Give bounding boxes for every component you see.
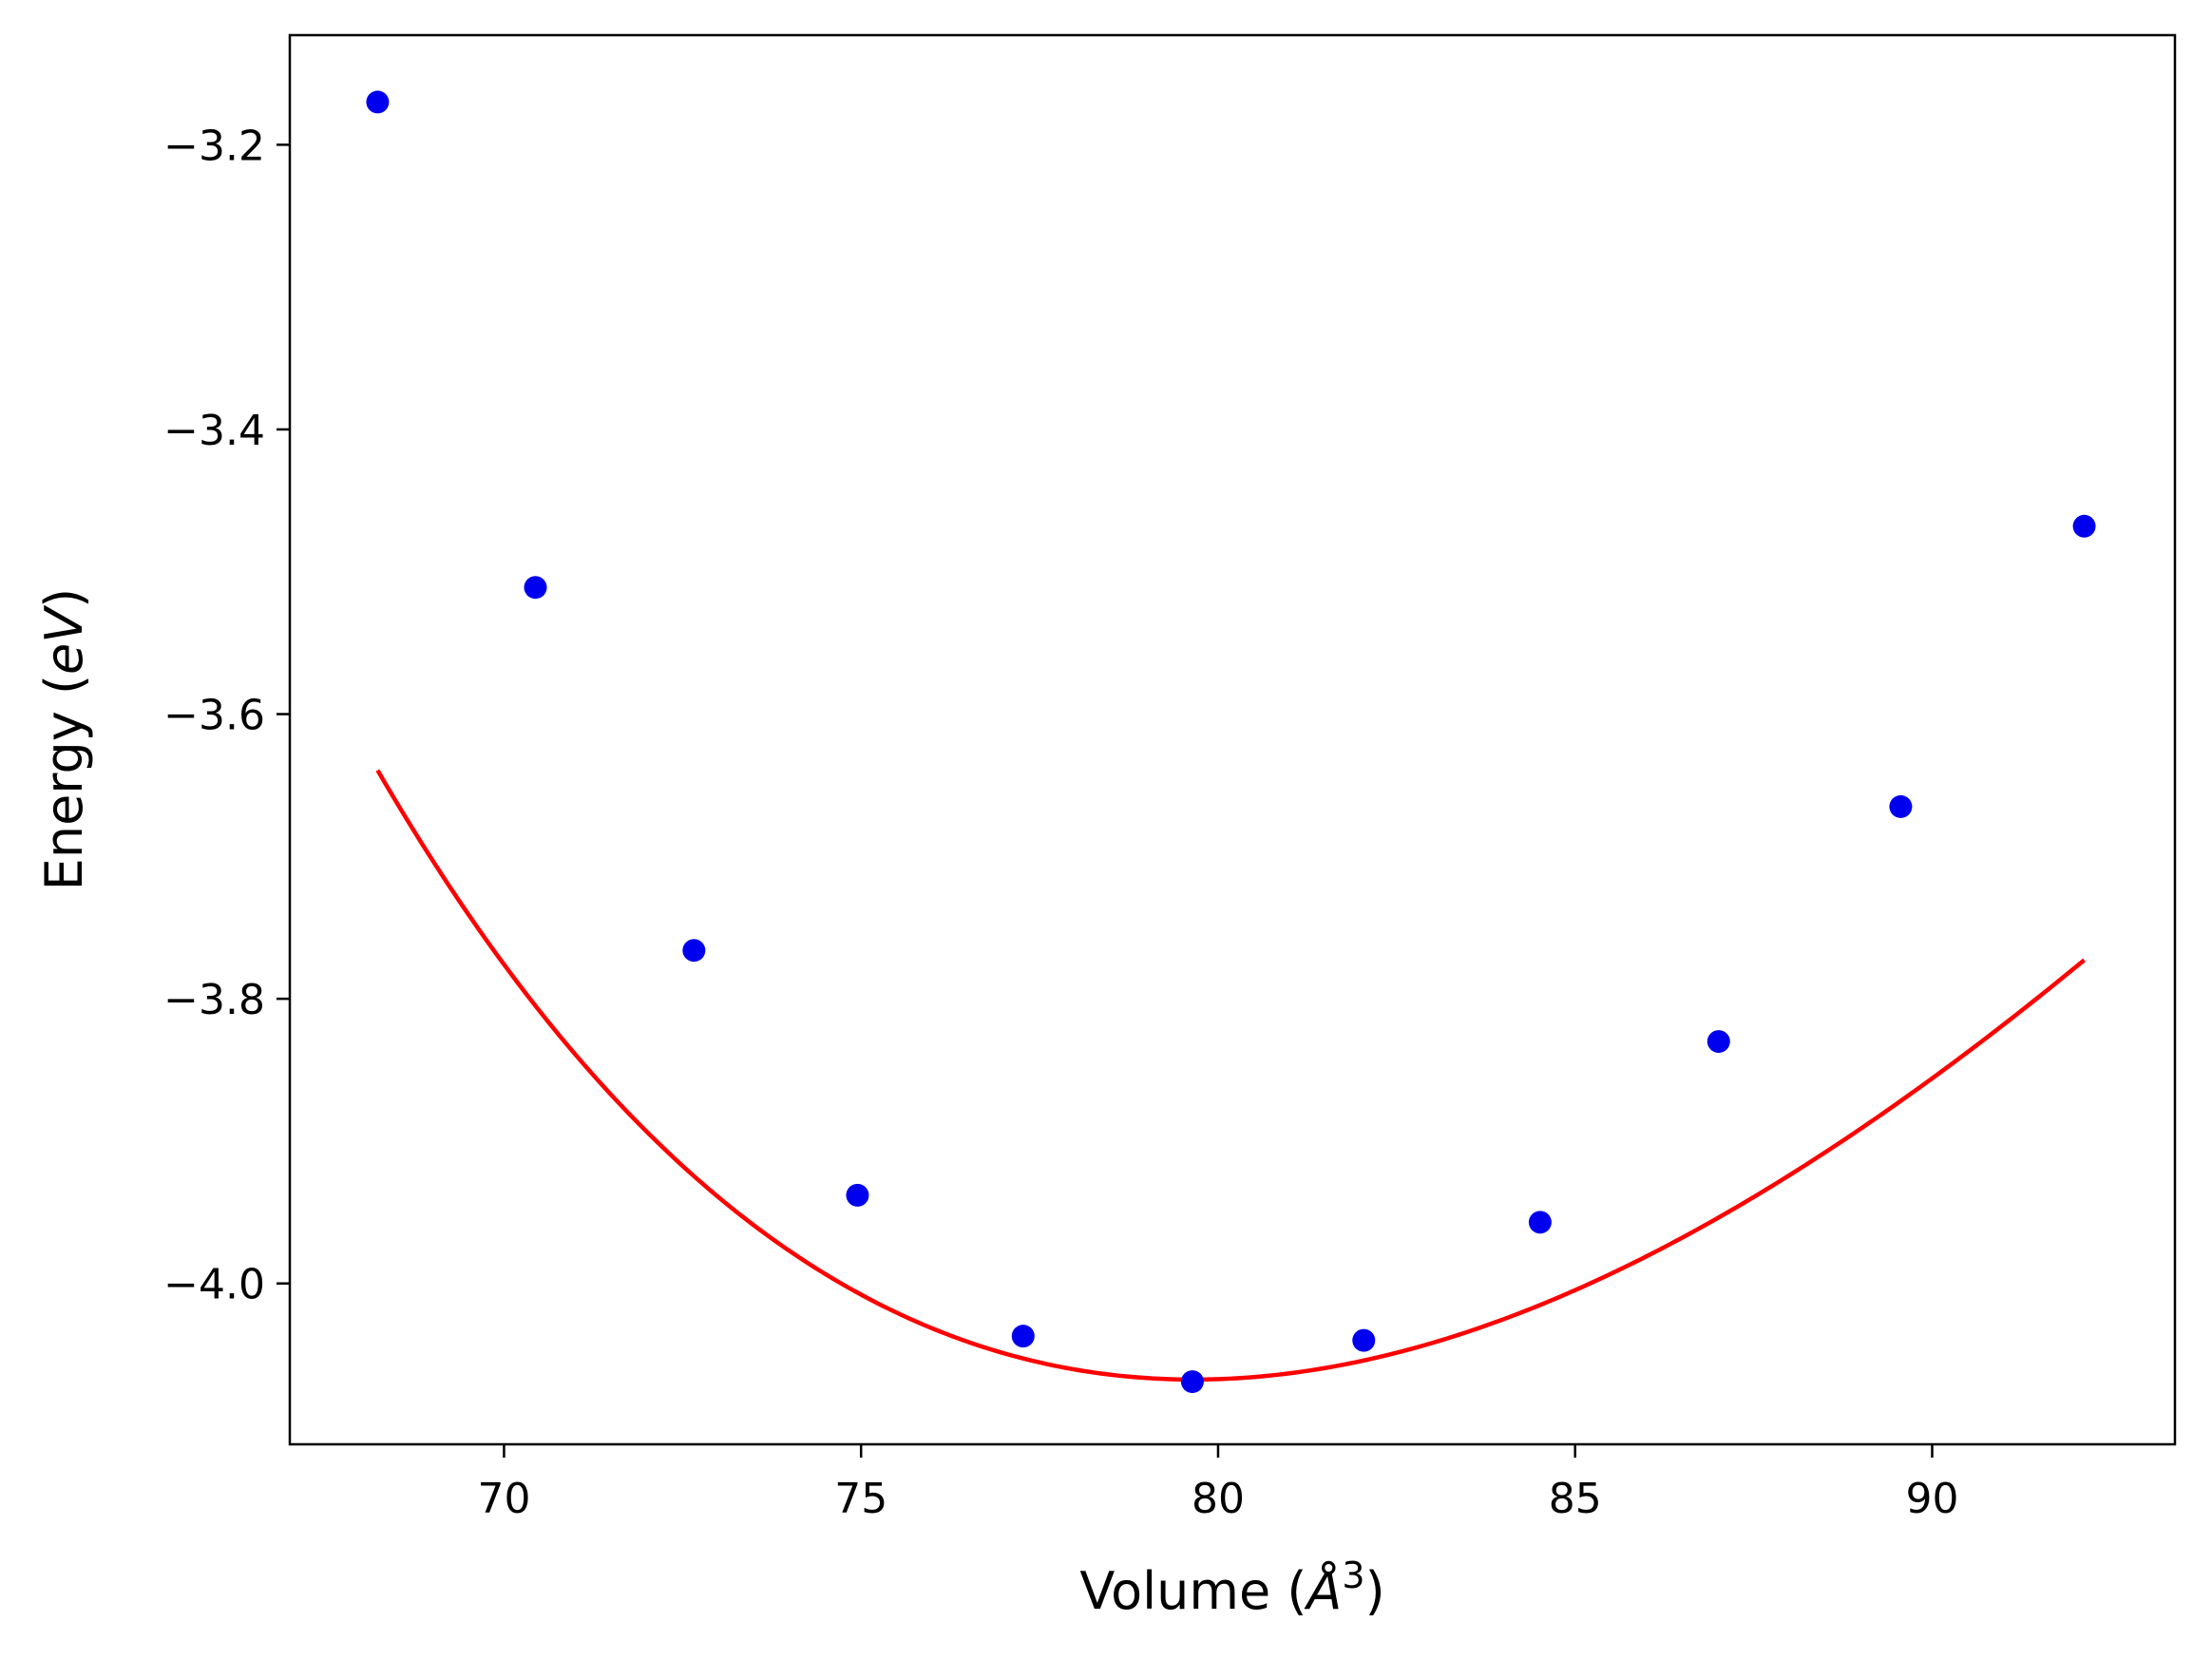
data-point (524, 576, 547, 600)
data-point (1352, 1328, 1376, 1352)
data-point (1707, 1030, 1730, 1054)
x-tick-label: 70 (477, 1475, 530, 1523)
x-tick-label: 90 (1905, 1475, 1958, 1523)
data-point (1011, 1325, 1035, 1348)
y-tick-label: −3.4 (163, 407, 265, 455)
y-tick-label: −4.0 (163, 1261, 265, 1309)
fit-curve-line (375, 769, 2086, 1383)
data-point (846, 1183, 869, 1207)
x-axis-title: Volume (Å3) (1079, 1555, 1384, 1621)
plot-area (366, 90, 2096, 1394)
y-tick-label: −3.2 (163, 122, 265, 170)
axes-frame (288, 33, 2177, 1446)
x-tick-label: 80 (1192, 1475, 1245, 1523)
data-point (2072, 514, 2096, 538)
data-point (1180, 1370, 1204, 1394)
y-tick-label: −3.8 (163, 976, 265, 1024)
x-tick-label: 75 (834, 1475, 887, 1523)
x-axis: 70 75 80 85 90 (477, 1444, 1958, 1523)
data-point (1528, 1211, 1552, 1234)
x-tick-label: 85 (1549, 1475, 1602, 1523)
data-point (366, 90, 390, 114)
data-point (682, 939, 706, 963)
data-point (1889, 794, 1913, 818)
y-tick-label: −3.6 (163, 692, 265, 740)
y-axis: −3.2 −3.4 −3.6 −3.8 −4.0 (163, 122, 290, 1309)
y-axis-title: Energy (eV) (34, 588, 94, 891)
